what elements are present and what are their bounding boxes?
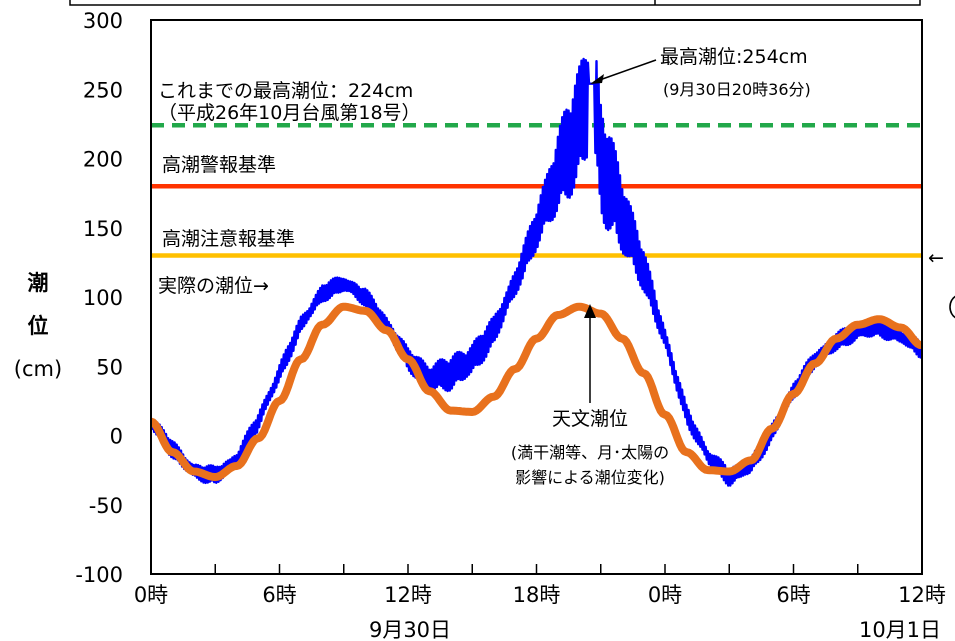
x-tick-label: 18時 [513,583,561,607]
y-tick-label: 250 [83,78,123,102]
y-tick-label: 100 [83,286,123,310]
y-tick-label: 200 [83,148,123,172]
max-tide-arrow-line [593,59,657,83]
max-tide-arrow-head [590,74,604,84]
warning-label: 高潮警報基準 [162,154,276,176]
x-tick-labels: 0時 6時 12時 18時 0時 6時 12時 [134,583,946,607]
series-layer [151,57,922,487]
y-axis-label-char1: 潮 [28,271,49,295]
max-tide-time: (9月30日20時36分) [663,80,811,99]
right-edge-paren [949,295,955,319]
astro-tide-desc2: 影響による潮位変化) [515,468,665,487]
astro-tide-arrow-head [584,304,596,318]
header-box-edge [69,0,921,6]
y-axis-unit: (cm) [14,357,62,381]
y-tick-label: -50 [89,494,123,518]
record-high-label: これまでの最高潮位：224cm [158,80,413,102]
x-tick-label: 6時 [776,583,810,607]
y-tick-label: -100 [75,563,123,587]
y-tick-label: 50 [96,355,123,379]
series-astronomical-tide [151,302,922,482]
x-tick-label: 0時 [134,583,168,607]
x-tick-marks [214,564,859,574]
y-tick-labels: 300 250 200 150 100 50 0 -50 -100 [75,9,123,587]
x-tick-label: 0時 [648,583,682,607]
y-tick-label: 0 [110,425,123,449]
right-edge-arrow: ← [928,247,944,269]
y-axis-label-char2: 位 [28,314,49,338]
advisory-label: 高潮注意報基準 [162,228,295,250]
y-tick-label: 150 [83,217,123,241]
actual-tide-label: 実際の潮位→ [158,275,269,297]
max-tide-label: 最高潮位:254cm [660,46,808,68]
x-tick-label: 6時 [262,583,296,607]
astro-tide-desc1: (満干潮等、月･太陽の [511,443,669,462]
record-high-sublabel: （平成26年10月台風第18号） [158,102,421,124]
x-date-label-oct1: 10月1日 [859,618,941,641]
x-date-label-sep30: 9月30日 [369,618,451,641]
x-tick-label: 12時 [384,583,432,607]
astro-tide-label: 天文潮位 [552,408,628,430]
y-tick-label: 300 [83,9,123,33]
x-tick-label: 12時 [898,583,946,607]
reference-lines [151,123,922,258]
